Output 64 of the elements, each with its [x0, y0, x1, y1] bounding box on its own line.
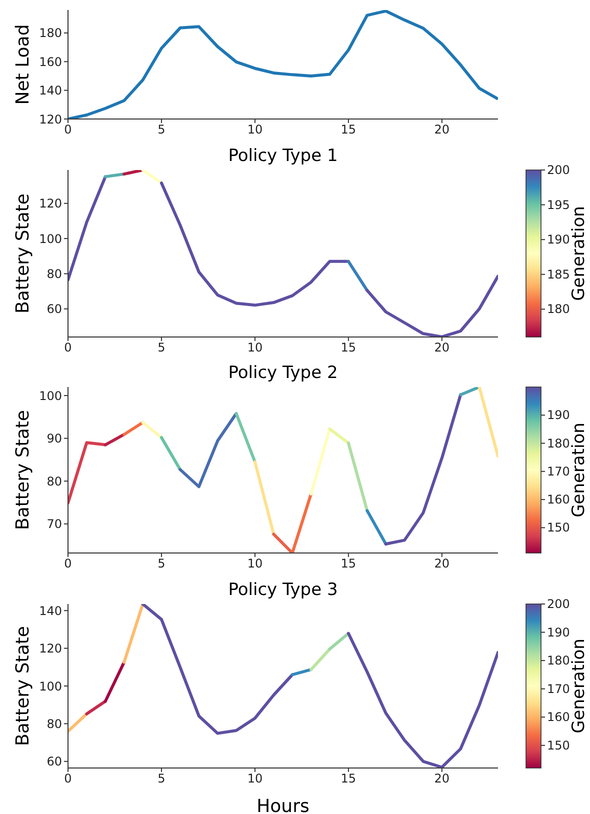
x-tick-label: 20 [434, 340, 450, 355]
y-tick-label: 120 [39, 196, 62, 211]
x-tick-label: 0 [64, 772, 72, 786]
color-bar-label: 150 [547, 738, 570, 752]
y-tick-label: 160 [39, 54, 62, 69]
color-bar-label: 200 [547, 163, 570, 177]
color-bar-label: 190 [547, 232, 570, 247]
y-tick-label: 120 [39, 112, 62, 126]
y-axis-title: Battery State [12, 626, 34, 746]
x-tick-label: 10 [247, 340, 263, 355]
y-tick-label: 180 [39, 26, 62, 40]
x-tick-label: 0 [64, 556, 72, 571]
color-bar-label: 160 [547, 492, 570, 507]
color-bar-title: Generation [569, 638, 589, 734]
color-bar-label: 150 [547, 520, 570, 535]
color-bar-label: 185 [547, 267, 570, 282]
y-tick-label: 140 [39, 604, 62, 618]
chart-title: Policy Type 1 [227, 146, 339, 166]
y-tick-label: 100 [39, 232, 62, 246]
y-tick-label: 100 [39, 388, 62, 403]
x-tick-label: 20 [434, 122, 450, 137]
x-tick-label: 20 [434, 772, 450, 786]
x-tick-label: 15 [340, 122, 356, 137]
x-tick-label: 5 [158, 556, 166, 571]
color-bar-label: 180 [547, 654, 570, 668]
y-tick-label: 80 [46, 266, 62, 281]
color-bar-label: 200 [547, 597, 570, 611]
y-axis-title: Battery State [12, 194, 34, 314]
x-tick-label: 10 [247, 122, 263, 137]
color-bar-label: 170 [547, 682, 570, 696]
color-bar-label: 160 [547, 710, 570, 724]
x-tick-label: 15 [340, 340, 356, 355]
x-tick-label: 10 [247, 772, 263, 786]
y-tick-label: 80 [46, 716, 62, 731]
x-tick-label: 5 [158, 340, 166, 355]
y-axis-title: Battery State [12, 410, 34, 530]
color-bar-label: 170 [547, 464, 570, 478]
color-bar-title: Generation [569, 206, 589, 301]
y-tick-label: 80 [46, 474, 62, 488]
chart-title: Policy Type 2 [227, 363, 339, 383]
color-bar-label: 190 [547, 625, 570, 640]
y-axis-title: Net Load [12, 24, 34, 105]
chart-title: Policy Type 3 [227, 580, 339, 600]
x-tick-label: 0 [64, 122, 72, 137]
color-bar-title: Generation [569, 422, 589, 518]
x-tick-label: 0 [64, 340, 72, 355]
y-tick-label: 100 [39, 679, 62, 694]
x-tick-label: 15 [340, 556, 356, 571]
color-bar-label: 180 [547, 436, 570, 450]
x-tick-label: 20 [434, 556, 450, 571]
y-tick-label: 60 [46, 302, 62, 316]
x-tick-label: 5 [158, 122, 166, 137]
y-tick-label: 120 [39, 642, 62, 656]
color-bar-label: 195 [547, 198, 570, 212]
color-bar-label: 180 [547, 302, 570, 316]
y-tick-label: 140 [39, 84, 62, 98]
color-bar-label: 190 [547, 408, 570, 422]
y-tick-label: 90 [46, 432, 62, 446]
x-tick-label: 15 [340, 772, 356, 786]
x-axis-title: Hours [256, 796, 310, 814]
x-tick-label: 10 [247, 556, 263, 571]
y-tick-label: 60 [46, 754, 62, 769]
y-tick-label: 70 [46, 517, 62, 532]
x-tick-label: 5 [158, 772, 166, 786]
